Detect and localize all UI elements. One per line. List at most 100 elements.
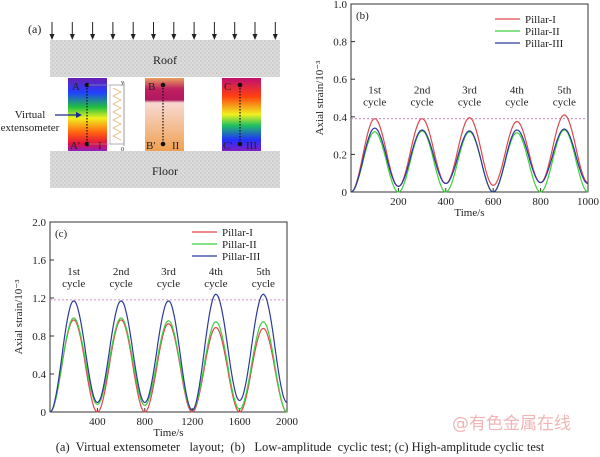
gauge-bottom-label: 0 [121,147,124,153]
y-tick-label: 2.0 [32,217,46,229]
y-tick-label: 0.2 [333,149,347,161]
x-tick-label: 2000 [276,416,299,428]
cycle-label: cycle [62,278,85,290]
extensometer-lines [86,85,241,144]
cycle-label: cycle [157,278,180,290]
x-tick-label: 800 [137,416,154,428]
legend-label: Pillar-I [525,14,556,26]
cycle-label: cycle [204,278,227,290]
x-tick-label: 400 [89,416,106,428]
floor-block [50,151,280,188]
panel-label-a: (a) [28,22,41,36]
cycle-label: cycle [458,97,481,109]
point-c-prime: C' [223,140,232,152]
cycle-label: 3rd [161,266,176,278]
cycle-label: cycle [363,97,386,109]
legend-label: Pillar-III [525,38,564,50]
legend-label: Pillar-III [222,251,261,263]
cycle-label: 1st [368,85,381,97]
y-tick-label: 0 [342,187,348,199]
x-tick-label: 400 [438,196,455,208]
y-tick-label: 0.8 [32,331,46,343]
y-axis-label: Axial strain/10⁻³ [314,60,326,135]
y-tick-label: 0.8 [333,37,347,49]
x-tick-label: 200 [390,196,407,208]
point-a-prime: A' [70,140,80,152]
cycle-label: cycle [109,278,132,290]
pillar-i-label: I [98,140,102,152]
y-axis-label: Axial strain/10⁻³ [13,279,25,354]
arrowhead-icon [191,34,197,40]
extensometer-points [84,82,243,147]
x-tick-label: 1200 [181,416,204,428]
y-tick-label: 0.6 [333,74,347,86]
x-tick-label: 1600 [229,416,252,428]
watermark: @有色金属在线 [452,414,571,434]
cycle-label: 5th [557,85,572,97]
legend-label: Pillar-II [525,26,560,38]
legend-label: Pillar-II [222,239,257,251]
plot-frame [350,3,589,193]
load-arrows [49,22,278,40]
gauge-top-label: y [121,80,124,86]
arrowhead-icon [76,112,82,118]
arrowhead-icon [272,34,278,40]
x-tick-label: 800 [532,196,549,208]
series-line-pillar-iii [350,127,589,193]
panel-label: (b) [356,10,369,22]
x-tick-label: 600 [485,196,502,208]
panel-label: (c) [55,228,68,240]
arrowhead-icon [130,34,136,40]
cycle-label: 2nd [113,266,130,278]
pillar-ii-label: II [172,140,180,152]
legend-label: Pillar-I [222,227,253,239]
pillar-iii [222,78,261,151]
series-line-pillar-i [49,319,288,413]
series-line-pillar-ii [49,317,288,413]
point-a: A [72,81,80,93]
cycle-label: cycle [252,278,275,290]
series-line-pillar-ii [350,129,589,193]
roof-label: Roof [153,53,177,67]
x-tick-label: 1000 [577,196,600,208]
arrowhead-icon [49,34,55,40]
gauge: y 0 [88,80,125,153]
series-line-pillar-i [350,114,589,193]
y-tick-label: 0.4 [32,369,46,381]
pillar-iii-label: III [246,140,257,152]
y-tick-label: 1.0 [333,0,347,11]
point-b: B [148,81,155,93]
y-tick-label: 1.6 [32,255,46,267]
virtual-extensometer-label-1: Virtual [15,109,46,121]
figure-caption: (a) Virtual extensometer layout; (b) Low… [55,440,545,454]
x-axis-label: Time/s [454,207,484,219]
cycle-label: 2nd [414,85,431,97]
virtual-extensometer-label-2: extensometer [1,122,60,134]
chart-c: 0 0.4 0.8 1.2 1.6 2.0 400 800 1200 1600 2000 Time/s… [13,217,299,439]
plot-frame [49,221,288,413]
cycle-label: 1st [67,266,80,278]
arrowhead-icon [69,34,75,40]
y-tick-label: 0.4 [333,112,347,124]
x-axis-label: Time/s [153,427,183,439]
series-line-pillar-iii [49,293,288,413]
arrowhead-icon [110,34,116,40]
cycle-label: cycle [553,97,576,109]
cycle-label: 3rd [462,85,477,97]
cycle-label: 4th [510,85,525,97]
floor-label: Floor [152,164,178,178]
pillar-ii [145,78,184,151]
arrowhead-icon [151,34,156,40]
cycle-label: 5th [256,266,271,278]
arrowhead-icon [232,34,238,40]
y-tick-label: 0 [41,407,47,419]
arrowhead-icon [252,34,258,40]
point-c: C [224,81,231,93]
arrowhead-icon [171,34,177,40]
cycle-label: cycle [410,97,433,109]
cycle-label: cycle [505,97,528,109]
chart-b: 0 0.2 0.4 0.6 0.8 1.0 200 400 600 800 1000 Time/s Ax… [314,0,600,219]
arrowhead-icon [211,34,217,40]
